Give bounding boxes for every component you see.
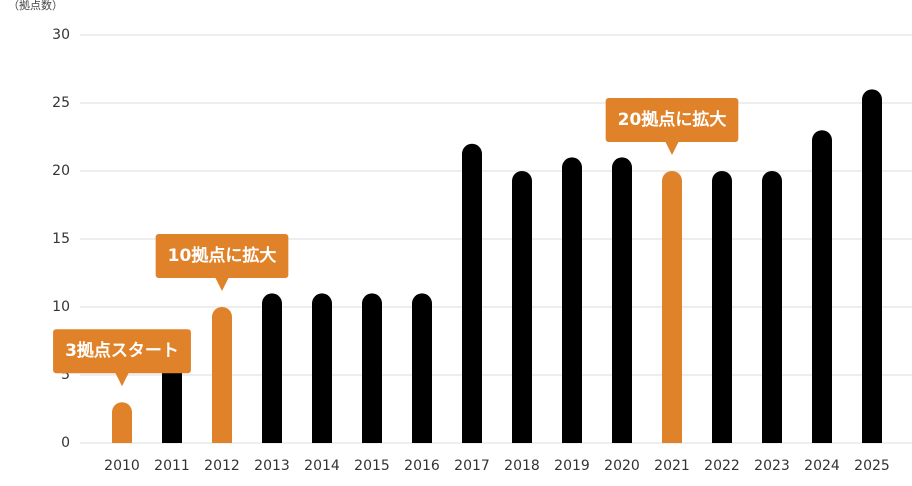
x-tick-label: 2021 [654,458,690,474]
y-tick-label: 5 [61,367,70,383]
callout: 10拠点に拡大 [155,234,289,291]
bar [262,293,282,443]
bar [512,171,532,443]
x-tick-label: 2015 [354,458,390,474]
callout-text: 20拠点に拡大 [618,109,727,130]
x-tick-label: 2011 [154,458,190,474]
callout-arrow [215,277,229,291]
callout-text: 10拠点に拡大 [168,245,277,266]
bar [412,293,432,443]
x-tick-label: 2023 [754,458,790,474]
bar [112,402,132,443]
y-tick-label: 25 [52,95,70,111]
x-tick-label: 2018 [504,458,540,474]
callout-text: 3拠点スタート [65,340,179,361]
x-tick-label: 2025 [854,458,890,474]
bar [712,171,732,443]
x-tick-label: 2016 [404,458,440,474]
bar [312,293,332,443]
bar [812,130,832,443]
y-tick-label: 30 [52,27,70,43]
y-tick-label: 0 [61,435,70,451]
x-tick-label: 2012 [204,458,240,474]
x-tick-label: 2017 [454,458,490,474]
bar [612,157,632,443]
x-tick-label: 2010 [104,458,140,474]
x-tick-label: 2014 [304,458,340,474]
callout: 3拠点スタート [53,329,191,387]
x-tick-label: 2024 [804,458,840,474]
callout-box [53,329,191,374]
bar [362,293,382,443]
callout-box [605,98,739,142]
callout-arrow [665,141,679,155]
callout: 20拠点に拡大 [605,98,739,155]
x-tick-label: 2022 [704,458,740,474]
bar [662,171,682,443]
x-tick-label: 2013 [254,458,290,474]
bar [562,157,582,443]
bar [462,143,482,444]
x-tick-label: 2020 [604,458,640,474]
callout-box [155,234,289,278]
y-tick-label: 15 [52,231,70,247]
y-tick-label: 10 [52,299,70,315]
bar [762,171,782,443]
x-tick-label: 2019 [554,458,590,474]
bar [212,307,232,443]
y-tick-label: 20 [52,163,70,179]
bar [862,89,882,443]
y-axis-label: （拠点数） [8,0,63,12]
callout-arrow [115,372,129,387]
